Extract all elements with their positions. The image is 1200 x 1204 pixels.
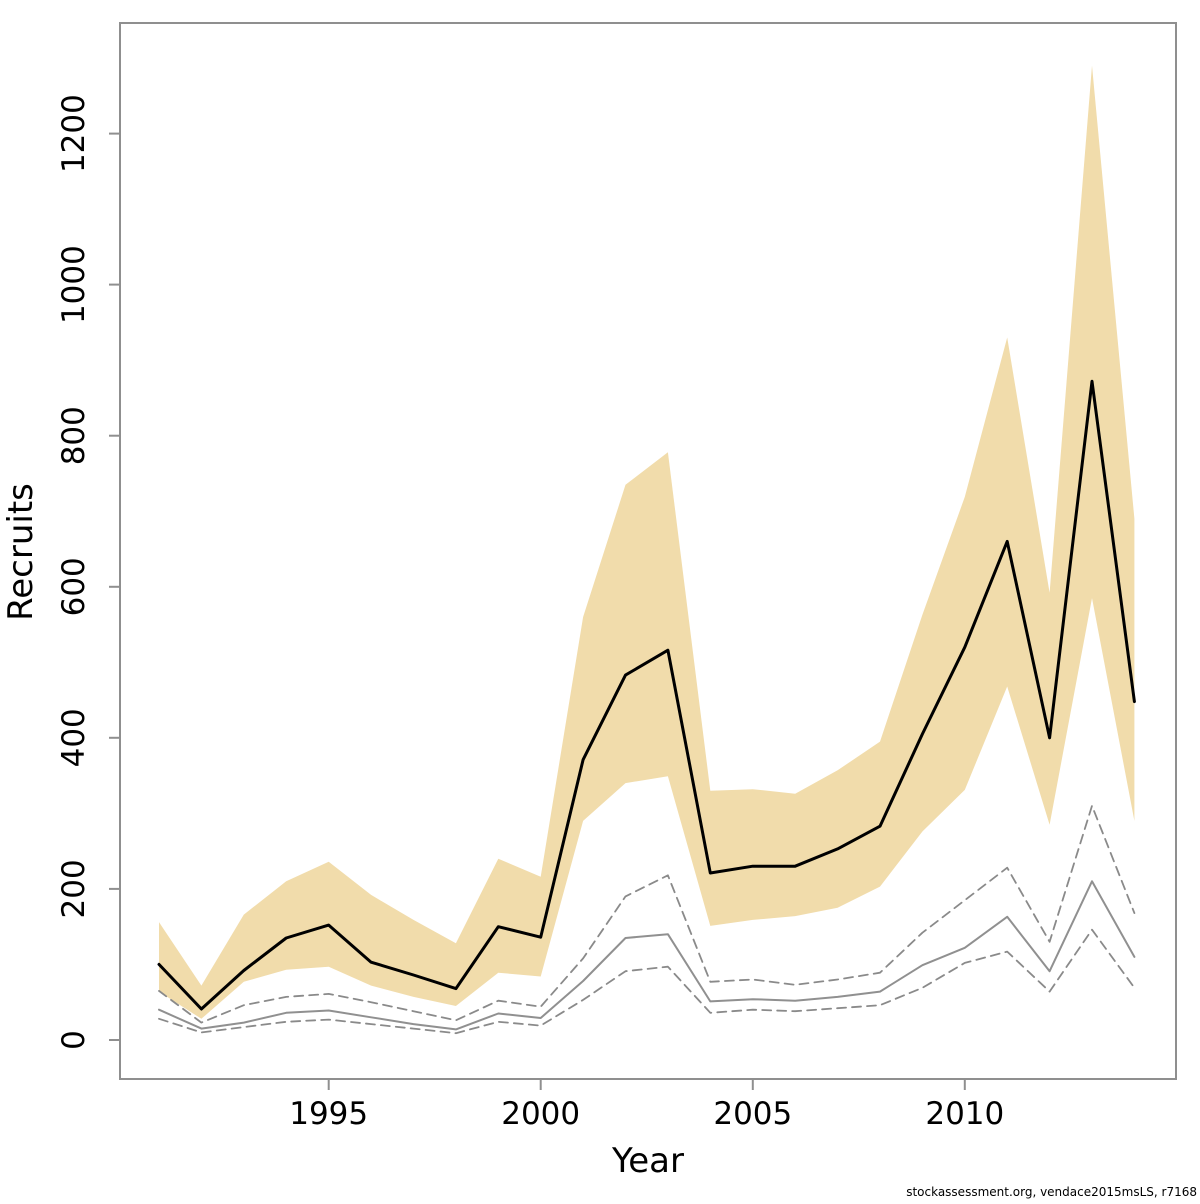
x-tick-label: 1995 bbox=[289, 1096, 368, 1132]
y-tick-label: 800 bbox=[56, 406, 92, 465]
plot-frame bbox=[119, 22, 1177, 1080]
confidence-band-layer bbox=[159, 65, 1135, 1019]
y-tick-label: 0 bbox=[56, 1030, 92, 1050]
axis-ticks-layer bbox=[109, 132, 966, 1090]
y-tick-label: 400 bbox=[56, 708, 92, 767]
observed-recruits-line bbox=[158, 880, 1136, 1031]
y-tick-label: 200 bbox=[56, 859, 92, 918]
y-tick-label: 600 bbox=[56, 557, 92, 616]
x-tick-label: 2005 bbox=[713, 1096, 792, 1132]
y-axis-title: Recruits bbox=[1, 483, 41, 621]
plot-frame-layer bbox=[119, 22, 1177, 1080]
x-tick-label: 2010 bbox=[925, 1096, 1004, 1132]
series-lines-layer bbox=[157, 379, 1136, 1035]
recruit-estimate-line bbox=[157, 379, 1136, 1011]
observed-ci-lower-line bbox=[158, 928, 1136, 1035]
y-tick-label: 1000 bbox=[56, 245, 92, 324]
y-tick-label: 1200 bbox=[56, 94, 92, 173]
x-axis-title: Year bbox=[611, 1141, 684, 1181]
x-tick-label: 2000 bbox=[501, 1096, 580, 1132]
tick-labels-layer: 1995 2000 2005 2010 0 200 400 600 800 1000 1200 bbox=[56, 94, 1004, 1132]
observed-ci-upper-line bbox=[158, 804, 1136, 1024]
recruit-estimate-ci-band bbox=[159, 65, 1135, 1019]
watermark-footer: stockassessment.org, vendace2015msLS, r7… bbox=[906, 1185, 1197, 1199]
